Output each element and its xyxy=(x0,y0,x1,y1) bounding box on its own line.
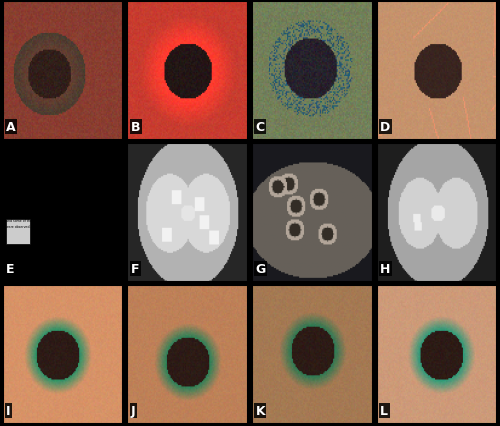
Text: Age: Age xyxy=(78,162,84,166)
Text: A: A xyxy=(6,121,16,133)
Text: Hospital: Hospital xyxy=(5,162,20,166)
Text: 26
years old: 26 years old xyxy=(78,169,91,177)
Text: Date: Date xyxy=(93,162,102,166)
Text: H: H xyxy=(380,262,390,275)
Text: Report of pathological tissue diagnosis results: Report of pathological tissue diagnosis … xyxy=(5,151,120,155)
Text: F: F xyxy=(131,262,140,275)
Text: L: L xyxy=(380,404,388,417)
Text: Clinical diagnosis: Crohn's disease was suspected: Clinical diagnosis: Crohn's disease was … xyxy=(6,196,94,200)
Text: Sex: Sex xyxy=(66,162,72,166)
Text: G: G xyxy=(256,262,266,275)
Text: B: B xyxy=(131,121,140,133)
Text: C: C xyxy=(256,121,264,133)
Text: mucosa, and the formation of submucosal
   epithelioid granuloma may be consider: mucosa, and the formation of submucosal … xyxy=(6,256,76,276)
Text: J: J xyxy=(131,404,136,417)
Text: 2020/10/08: 2020/10/08 xyxy=(93,169,110,173)
Text: I: I xyxy=(6,404,10,417)
Text: Pathological diagnosis: Inflammatory cells infiltrate the intestinal: Pathological diagnosis: Inflammatory cel… xyxy=(6,249,110,253)
Text: K: K xyxy=(256,404,265,417)
Text: D: D xyxy=(380,121,390,133)
Text: Gastroenterology: Gastroenterology xyxy=(32,169,58,173)
Text: Ningxia
Hospital,
Japan
Endoscopic
no: 20020456: Ningxia Hospital, Japan Endoscopic no: 2… xyxy=(5,169,26,191)
Text: Male: Male xyxy=(66,169,72,173)
Text: E: E xyxy=(6,262,14,275)
FancyBboxPatch shape xyxy=(6,220,30,245)
Text: Department: Department xyxy=(32,162,54,166)
Text: The endoscopic findings are as follows: The mucosa from sigmoid
colon to termina: The endoscopic findings are as follows: … xyxy=(6,203,119,228)
